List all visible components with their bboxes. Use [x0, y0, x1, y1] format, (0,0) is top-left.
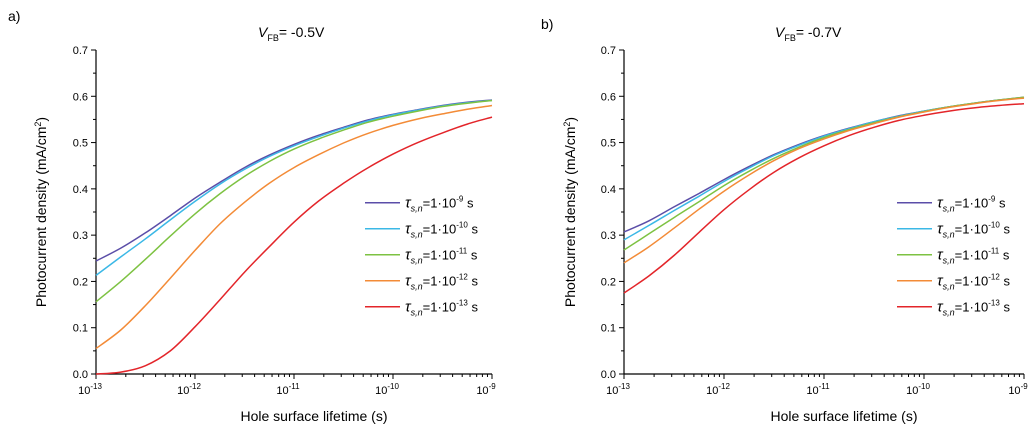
series-line-2: [623, 96, 1025, 241]
x-tick-label: 10-12: [177, 382, 201, 397]
y-tick-label: 0.3: [73, 230, 88, 242]
panel-title: VFB= -0.5V: [258, 24, 325, 43]
panel-a: a) VFB= -0.5V 0.0 0.1 0.2 0.3 0.4 0.5 0.6 0.7 10-1…: [8, 8, 496, 424]
y-tick-label: 0.1: [73, 323, 88, 335]
y-tick-label: 0.6: [73, 91, 88, 103]
x-tick-label: 10-12: [706, 382, 730, 397]
series-line-1: [95, 99, 493, 262]
x-tick-label: 10-11: [806, 382, 830, 397]
x-tick-label: 10-10: [906, 382, 930, 397]
series-line-4: [95, 104, 493, 350]
panel-label: b): [541, 16, 553, 32]
x-tick-label: 10-9: [476, 382, 496, 397]
legend-label: τs,n=1·10-11 s: [405, 247, 478, 266]
y-tick-label: 0.7: [601, 45, 616, 57]
legend-label: τs,n=1·10-9 s: [937, 195, 1006, 214]
series-line-5: [623, 102, 1025, 294]
y-tick-label: 0.5: [73, 138, 88, 150]
panel-label: a): [8, 8, 20, 24]
x-axis-title: Hole surface lifetime (s): [770, 408, 917, 424]
y-tick-label: 0.2: [73, 276, 88, 288]
y-axis-title: Photocurrent density (mA/cm2): [33, 117, 49, 307]
y-tick-label: 0.2: [601, 276, 616, 288]
series-line-3: [95, 99, 493, 303]
x-tick-label: 10-11: [276, 382, 300, 397]
x-tick-label: 10-13: [78, 382, 102, 397]
legend-label: τs,n=1·10-10 s: [937, 221, 1010, 240]
y-tick-label: 0.5: [601, 138, 616, 150]
x-axis-title: Hole surface lifetime (s): [240, 408, 387, 424]
y-axis-title: Photocurrent density (mA/cm2): [562, 117, 578, 307]
x-tick-label: 10-13: [606, 382, 630, 397]
y-tick-label: 0.7: [73, 45, 88, 57]
series-line-5: [95, 116, 493, 375]
x-tick-label: 10-9: [1008, 382, 1028, 397]
legend-label: τs,n=1·10-13 s: [937, 299, 1010, 318]
y-tick-label: 0.0: [601, 369, 616, 381]
legend-label: τs,n=1·10-12 s: [405, 273, 478, 292]
y-tick-label: 0.6: [601, 91, 616, 103]
y-tick-label: 0.4: [73, 184, 88, 196]
y-tick-label: 0.0: [73, 369, 88, 381]
legend-label: τs,n=1·10-11 s: [937, 247, 1010, 266]
legend-label: τs,n=1·10-13 s: [405, 299, 478, 318]
legend-label: τs,n=1·10-12 s: [937, 273, 1010, 292]
y-tick-label: 0.3: [601, 230, 616, 242]
legend-label: τs,n=1·10-9 s: [405, 195, 474, 214]
y-tick-label: 0.4: [601, 184, 616, 196]
series-line-4: [623, 97, 1025, 264]
series-line-2: [95, 99, 493, 276]
x-tick-label: 10-10: [375, 382, 399, 397]
legend-label: τs,n=1·10-10 s: [405, 221, 478, 240]
panel-b: b) VFB= -0.7V 0.0 0.1 0.2 0.3 0.4 0.5 0.6 0.7 10-1…: [541, 16, 1028, 424]
panel-title: VFB= -0.7V: [775, 24, 842, 43]
y-tick-label: 0.1: [601, 323, 616, 335]
